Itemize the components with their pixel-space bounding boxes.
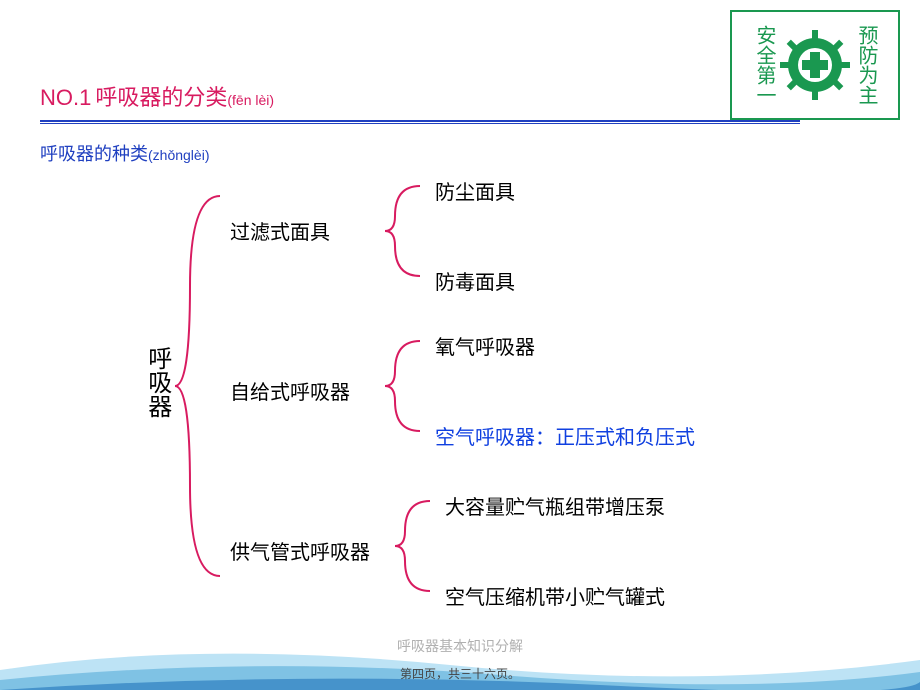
- logo-left-text: 安全第一: [752, 25, 776, 105]
- bracket-1: [380, 331, 420, 441]
- logo-right-text: 预防为主: [854, 25, 878, 105]
- title-number: NO.1: [40, 85, 91, 110]
- l2-node-1-0: 氧气呼吸器: [435, 331, 535, 360]
- bracket-0: [380, 176, 420, 286]
- l2-node-2-0: 大容量贮气瓶组带增压泵: [445, 491, 665, 520]
- root-bracket: [170, 186, 220, 586]
- classification-tree: 呼吸器 过滤式面具 自给式呼吸器 供气管式呼吸器 防尘面具 防毒面具 氧气呼吸器…: [40, 176, 880, 606]
- page-number: 第四页，共三十六页。: [0, 665, 920, 682]
- title-underline: [40, 120, 800, 124]
- l2-node-0-0: 防尘面具: [435, 176, 515, 205]
- title-text: 呼吸器的分类: [95, 85, 227, 110]
- l1-node-1: 自给式呼吸器: [230, 376, 350, 405]
- l1-node-0: 过滤式面具: [230, 216, 330, 245]
- l2-node-1-1: 空气呼吸器：正压式和负压式: [435, 421, 695, 450]
- subtitle-text: 呼吸器的种类: [40, 144, 148, 164]
- bracket-2: [390, 491, 430, 601]
- subtitle: 呼吸器的种类(zhǒnglèi): [40, 140, 880, 166]
- safety-logo: 安全第一 预防为主: [730, 10, 900, 120]
- l2-node-0-1: 防毒面具: [435, 266, 515, 295]
- title-pinyin: (fēn lèi): [227, 92, 274, 108]
- l2-node-2-1: 空气压缩机带小贮气罐式: [445, 581, 665, 610]
- watermark-text: 呼吸器基本知识分解: [0, 636, 920, 656]
- logo-emblem: [780, 30, 850, 100]
- l1-node-2: 供气管式呼吸器: [230, 536, 370, 565]
- subtitle-pinyin: (zhǒnglèi): [148, 147, 209, 163]
